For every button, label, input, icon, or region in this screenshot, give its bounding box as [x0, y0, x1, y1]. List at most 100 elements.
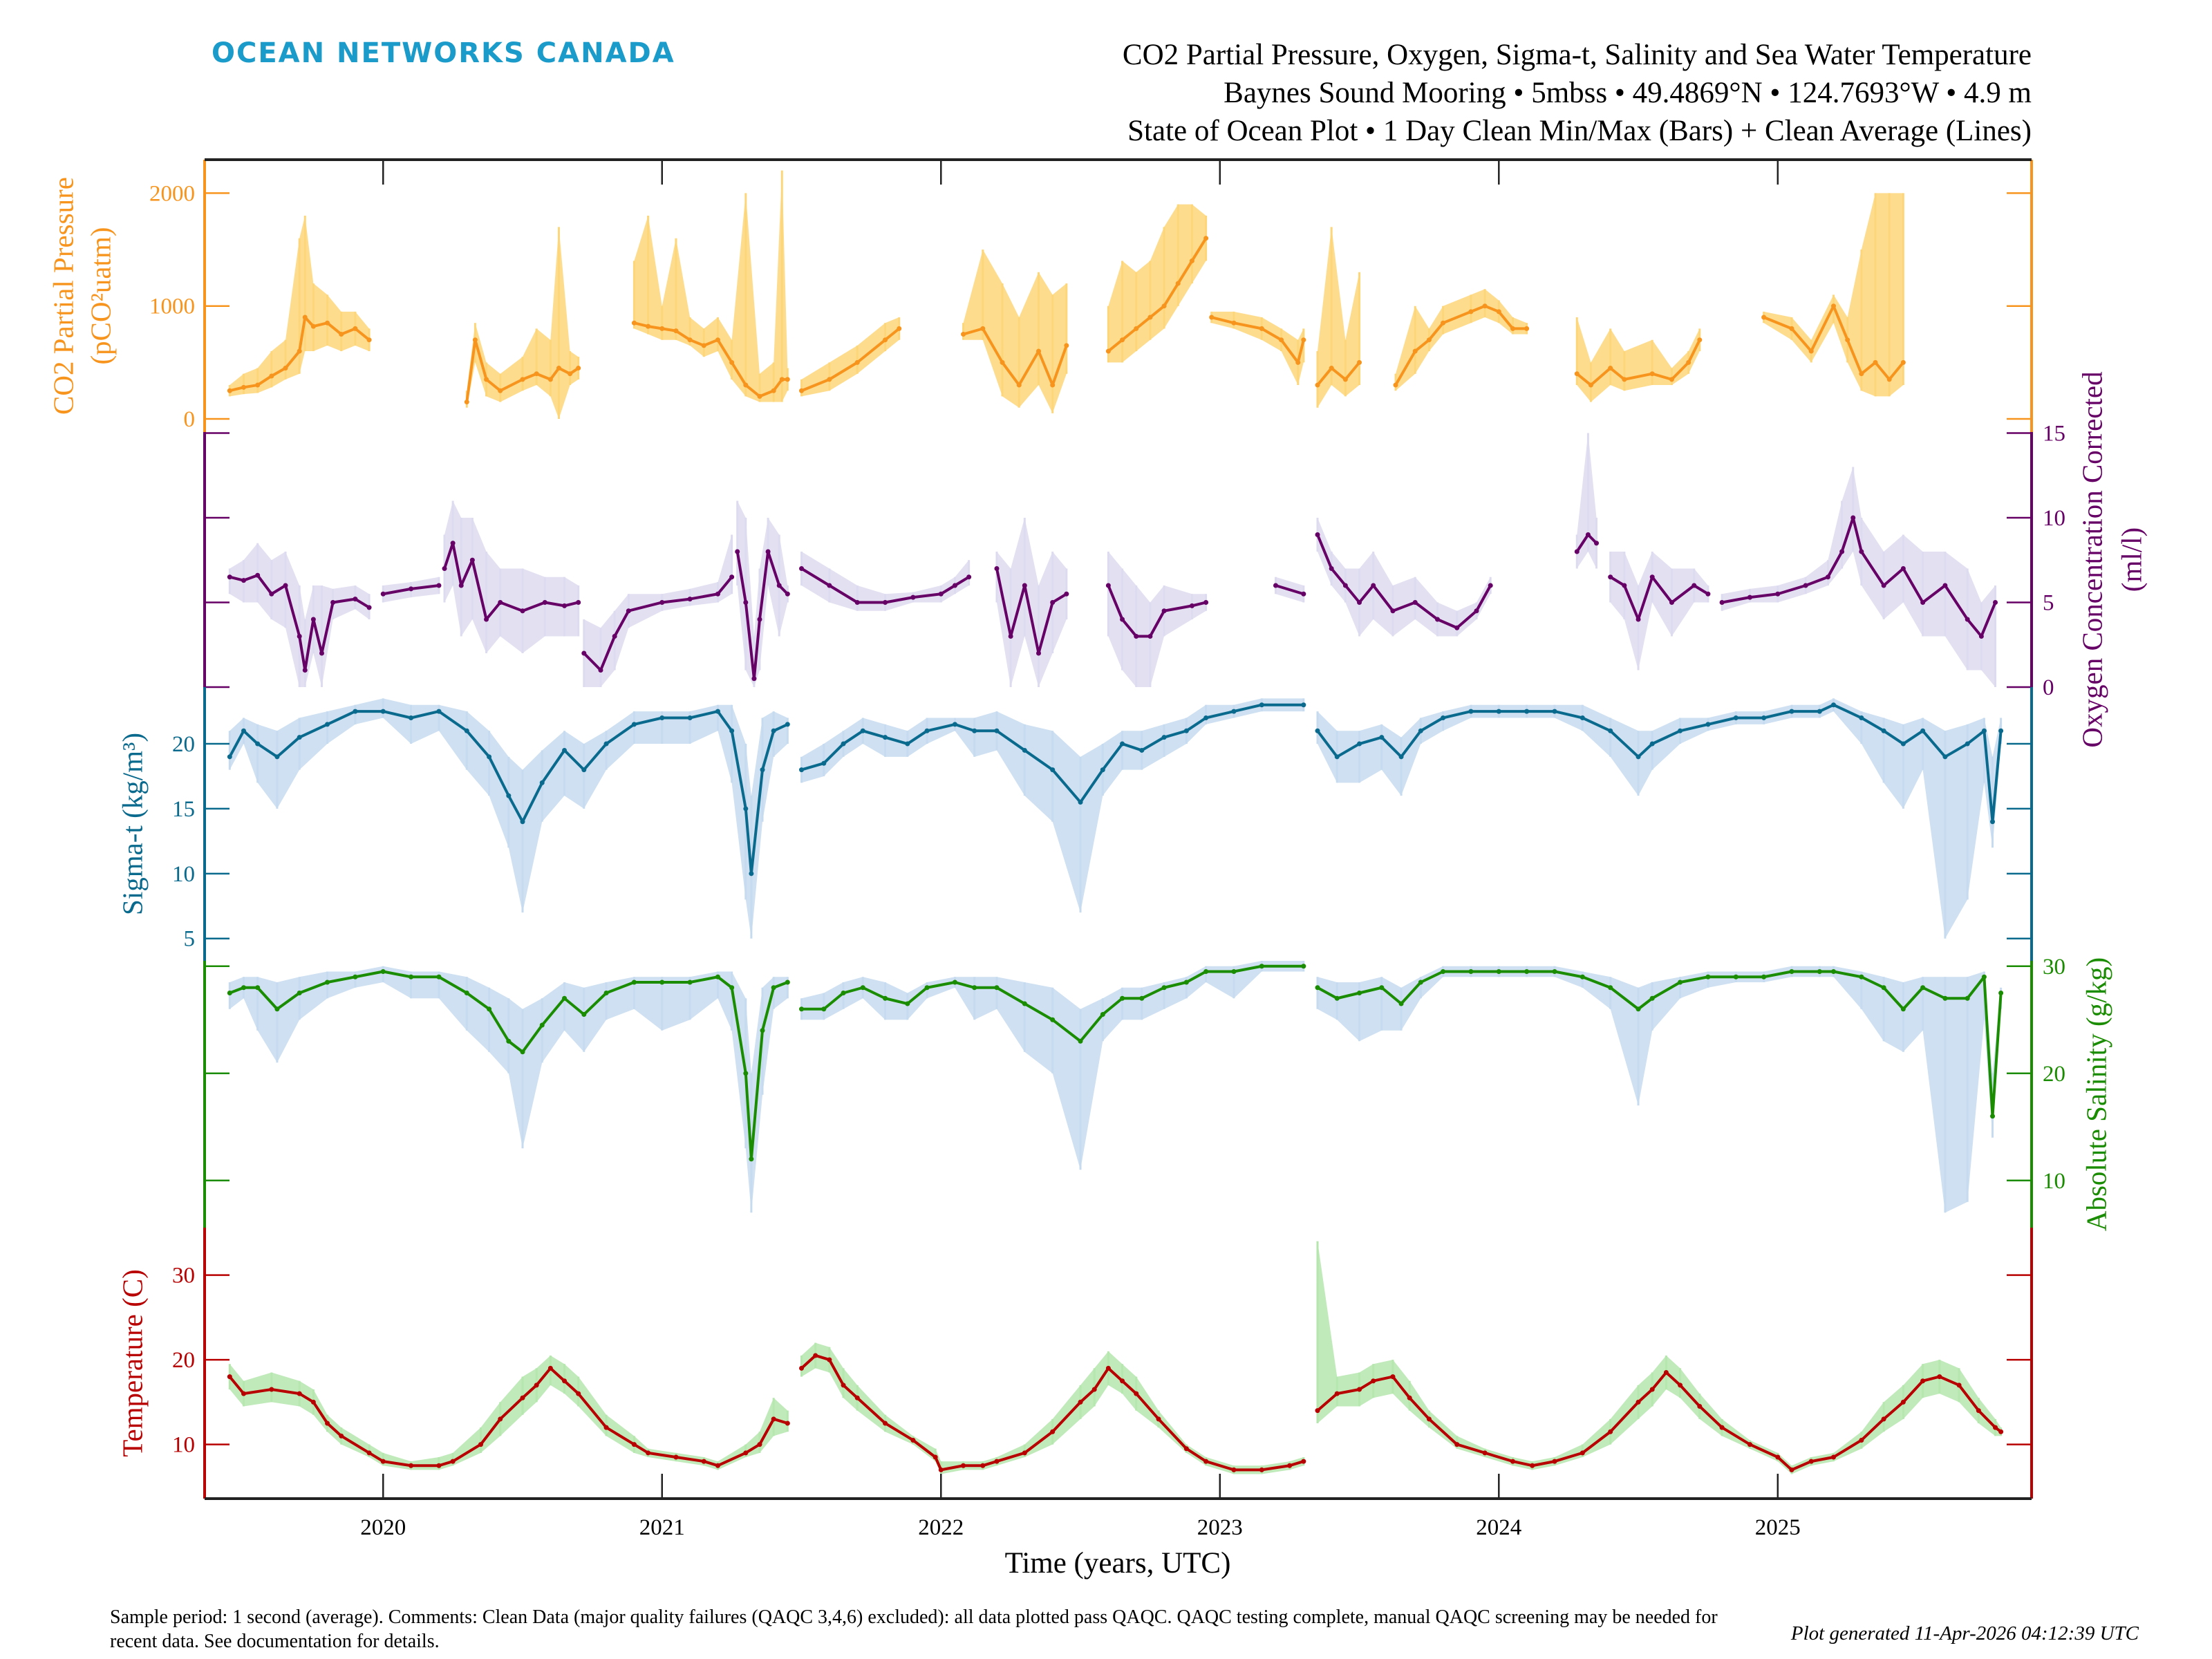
sigma-t-tick-label: 10 — [172, 862, 195, 887]
oxygen-average-point — [757, 617, 762, 622]
oxygen-minmax-band — [444, 500, 579, 653]
temperature-average-point — [1183, 1446, 1189, 1452]
temperature-average-point — [1510, 1459, 1515, 1464]
sigma-t-average-point — [1789, 709, 1794, 714]
temperature-average-point — [646, 1450, 651, 1456]
temperature-minmax-band — [801, 1342, 1304, 1474]
salinity-average-point — [325, 980, 330, 985]
salinity-average-point — [1678, 980, 1683, 985]
sigma-t-average-point — [760, 767, 765, 773]
temperature-average-point — [827, 1357, 832, 1362]
salinity-tick-label: 20 — [2043, 1062, 2065, 1087]
sigma-t-average-point — [1678, 728, 1683, 733]
co2-average-point — [1622, 377, 1627, 382]
temperature-average-point — [1920, 1378, 1926, 1384]
plot-generated-timestamp: Plot generated 11-Apr-2026 04:12:39 UTC — [1790, 1622, 2139, 1644]
oxygen-average-point — [687, 597, 693, 602]
sigma-t-average-line — [800, 703, 1304, 804]
salinity-axis-label: Absolute Salinity (g/kg) — [2080, 957, 2112, 1231]
oxygen-average-point — [659, 599, 665, 605]
salinity-tick-label: 30 — [2043, 955, 2065, 980]
oxygen-average-point — [1622, 583, 1627, 588]
salinity-average-point — [729, 985, 735, 991]
oxygen-average-point — [1120, 617, 1125, 622]
temperature-average-point — [1454, 1442, 1460, 1447]
oxygen-average-point — [498, 599, 503, 605]
co2-average-point — [1209, 315, 1215, 320]
co2-average-point — [980, 326, 986, 331]
sigma-t-average-point — [743, 806, 749, 812]
temperature-average-point — [854, 1395, 860, 1400]
salinity-average-point — [1379, 985, 1385, 991]
oxygen-average-point — [1691, 583, 1697, 588]
co2-average-point — [269, 373, 274, 379]
temperature-tick-label: 10 — [172, 1433, 195, 1458]
salinity-average-point — [1078, 1038, 1083, 1044]
sigma-t-minmax-band — [1318, 698, 2001, 939]
temperature-average-point — [603, 1425, 609, 1430]
sigma-t-average-point — [487, 754, 492, 760]
salinity-average-point — [860, 985, 865, 991]
oxygen-average-point — [1775, 591, 1781, 597]
temperature-average-line — [1316, 1371, 2002, 1472]
temperature-average-point — [498, 1416, 503, 1422]
temperature-average-point — [883, 1421, 888, 1426]
oxygen-average-point — [576, 599, 581, 605]
chart-title: CO2 Partial Pressure, Oxygen, Sigma-t, S… — [1122, 39, 2032, 71]
oxygen-average-point — [715, 591, 720, 597]
temperature-average-point — [1808, 1459, 1814, 1464]
co2-minmax-band — [634, 170, 788, 402]
oxygen-average-point — [1585, 532, 1591, 537]
co2-average-point — [743, 382, 749, 388]
salinity-average-point — [715, 974, 720, 980]
sigma-t-average-point — [380, 709, 386, 714]
co2-average-point — [255, 382, 261, 388]
sigma-t-average-point — [687, 715, 693, 721]
oxygen-average-point — [612, 633, 617, 639]
chart-subtitle-method: State of Ocean Plot • 1 Day Clean Min/Ma… — [1127, 115, 2032, 147]
chart-title-block: CO2 Partial Pressure, Oxygen, Sigma-t, S… — [1123, 36, 2032, 150]
temperature-average-point — [1552, 1459, 1557, 1464]
temperature-average-point — [785, 1421, 790, 1426]
sigma-t-average-point — [520, 819, 525, 825]
salinity-average-point — [539, 1022, 545, 1028]
co2-average-point — [297, 348, 302, 354]
salinity-average-point — [603, 991, 609, 996]
oxygen-average-point — [1147, 633, 1153, 639]
co2-average-point — [961, 332, 966, 337]
temperature-average-point — [241, 1391, 246, 1396]
temperature-average-point — [1371, 1378, 1376, 1384]
temperature-average-point — [1900, 1399, 1906, 1405]
temperature-average-point — [715, 1463, 720, 1468]
sigma-t-average-point — [1705, 722, 1711, 727]
oxygen-average-point — [380, 591, 386, 597]
temperature-average-point — [841, 1382, 846, 1388]
sigma-t-average-point — [841, 741, 846, 747]
sigma-t-average-point — [1183, 728, 1189, 733]
co2-average-point — [472, 337, 478, 343]
oxygen-average-point — [743, 599, 749, 605]
salinity-average-point — [1733, 974, 1738, 980]
temperature-average-point — [1390, 1374, 1396, 1380]
oxygen-average-point — [799, 565, 805, 571]
salinity-average-point — [241, 985, 246, 991]
oxygen-average-point — [765, 549, 771, 554]
co2-average-point — [1105, 348, 1111, 354]
co2-minmax-band — [1318, 227, 1360, 408]
co2-minmax-band — [963, 250, 1067, 413]
co2-average-point — [1649, 371, 1655, 377]
oxygen-average-point — [1064, 591, 1069, 597]
salinity-average-point — [821, 1006, 827, 1012]
temperature-average-point — [743, 1450, 749, 1456]
sigma-t-average-point — [972, 728, 977, 733]
co2-average-point — [1035, 348, 1041, 354]
sigma-t-average-point — [436, 709, 442, 714]
salinity-average-point — [1334, 995, 1340, 1001]
co2-average-point — [283, 366, 288, 371]
oxygen-average-point — [1859, 549, 1864, 554]
oxygen-average-point — [436, 583, 442, 588]
co2-average-point — [1900, 359, 1906, 365]
temperature-average-point — [673, 1454, 679, 1460]
salinity-average-point — [1468, 969, 1474, 975]
salinity-average-point — [380, 969, 386, 975]
